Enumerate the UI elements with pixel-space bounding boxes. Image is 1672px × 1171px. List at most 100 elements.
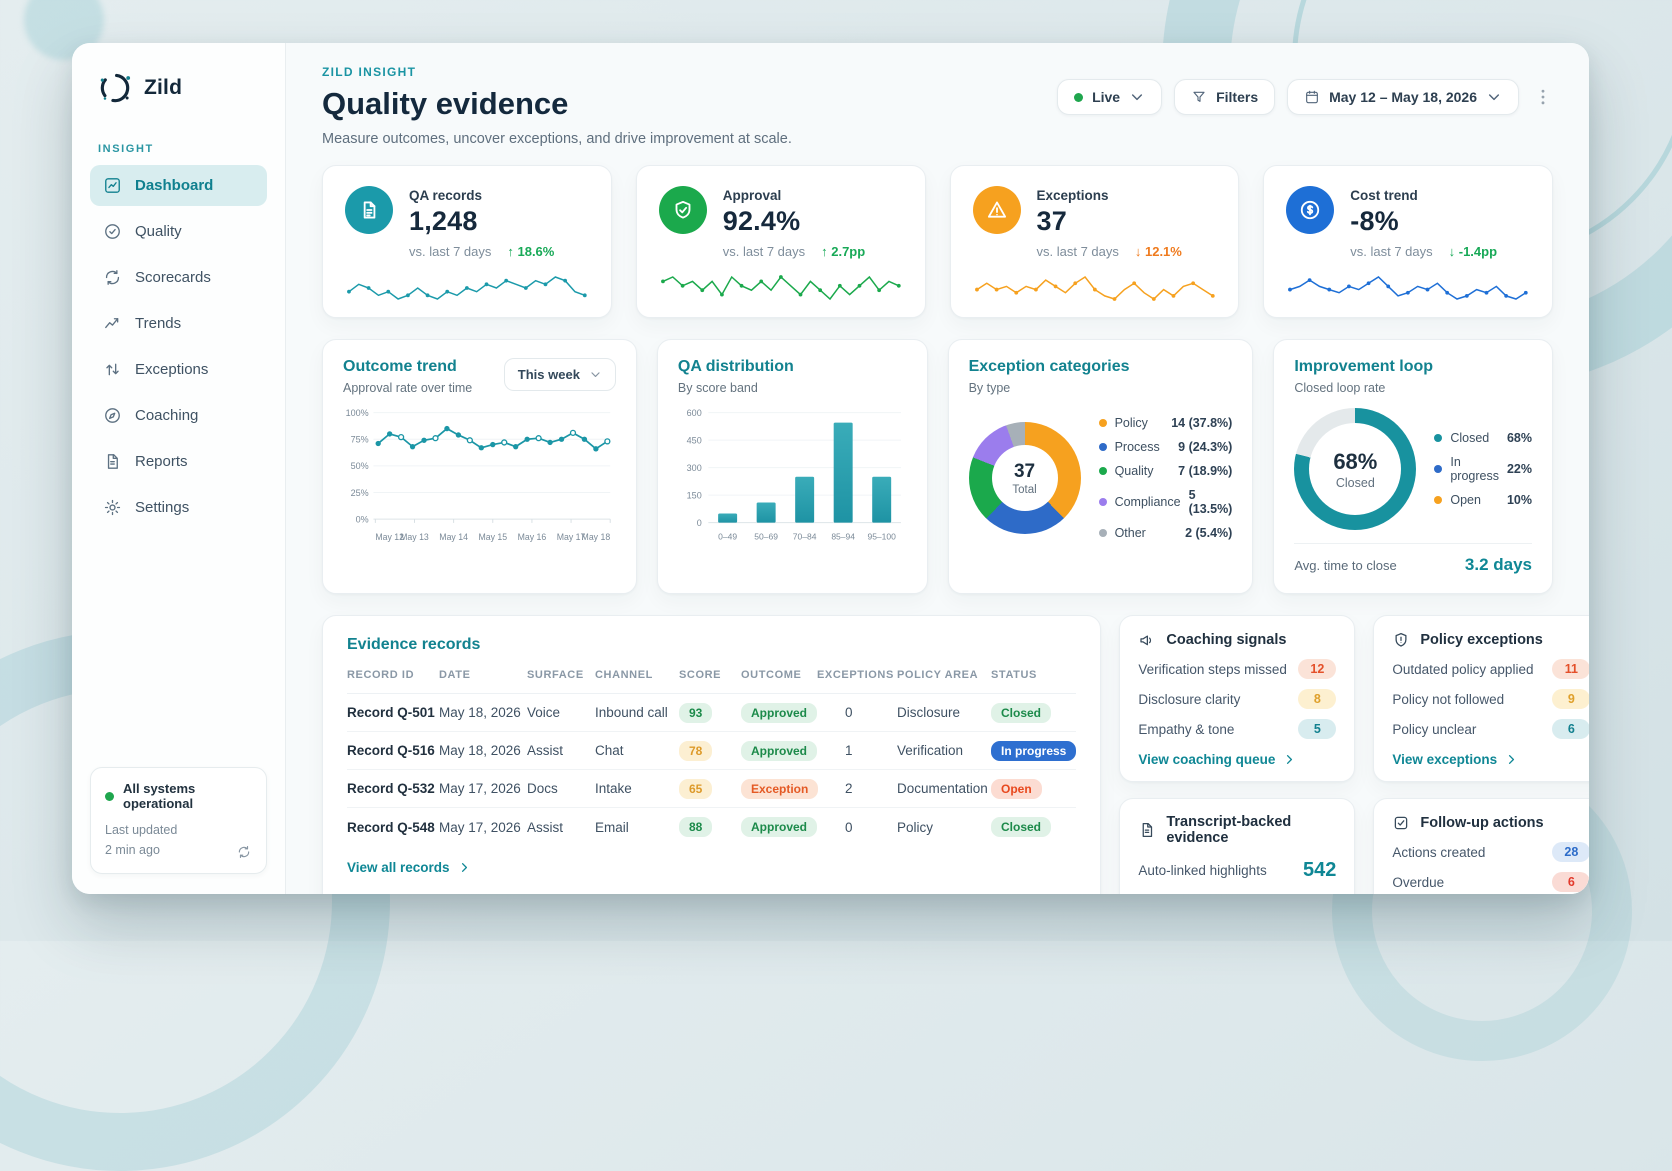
kpi-card-exceptions: Exceptions 37 vs. last 7 days ↓ 12.1% <box>949 165 1240 318</box>
svg-text:300: 300 <box>687 463 702 473</box>
outcome-cell: Approved <box>741 740 818 761</box>
legend-dot <box>1098 467 1107 475</box>
outcome-pill: Exception <box>741 778 819 799</box>
status-cell: Closed <box>991 702 1076 723</box>
sidebar-item-settings[interactable]: Settings <box>90 487 267 528</box>
svg-text:50–69: 50–69 <box>754 532 778 542</box>
table-row: Record Q-548 May 17, 2026 Assist Email 88 App… <box>347 808 1076 846</box>
sidebar-item-dashboard[interactable]: Dashboard <box>90 165 267 206</box>
sidebar-item-scorecards[interactable]: Scorecards <box>90 257 267 298</box>
legend-value: 7 (18.9%) <box>1178 464 1233 478</box>
column-header-exceptions: EXCEPTIONS <box>817 669 894 681</box>
file-text-icon <box>1138 821 1156 839</box>
kpi-label: Exceptions <box>1036 188 1109 203</box>
range-select-value: This week <box>517 367 580 382</box>
sidebar-item-coaching[interactable]: Coaching <box>90 395 267 436</box>
kpi-text: Cost trend -8% <box>1350 186 1418 237</box>
filters-button[interactable]: Filters <box>1174 79 1276 115</box>
legend-item-in-progress: In progress 22% <box>1434 450 1532 488</box>
status-cell: In progress <box>991 740 1077 761</box>
sidebar-item-label: Trends <box>135 315 182 332</box>
improvement-loop-subtitle: Closed loop rate <box>1294 381 1386 395</box>
svg-text:600: 600 <box>687 408 702 418</box>
dollar-icon <box>1286 186 1335 234</box>
svg-text:85–94: 85–94 <box>831 532 855 542</box>
view-coaching-queue-link[interactable]: View coaching queue <box>1138 752 1336 767</box>
page-title: Quality evidence <box>322 86 569 121</box>
legend-label: Compliance <box>1114 495 1181 509</box>
zild-logo-icon <box>96 69 134 107</box>
sidebar-item-trends[interactable]: Trends <box>90 303 267 344</box>
status-updated-label: Last updated <box>105 823 178 838</box>
live-toggle-button[interactable]: Live <box>1057 79 1163 115</box>
policy-area-cell: Verification <box>897 743 964 758</box>
view-exceptions-link[interactable]: View exceptions <box>1392 752 1589 767</box>
column-header-date: DATE <box>439 669 471 681</box>
column-header-channel: CHANNEL <box>595 669 653 681</box>
main-content: ZILD INSIGHT Quality evidence Measure ou… <box>286 43 1589 894</box>
evidence-table-body: Record Q-501 May 18, 2026 Voice Inbound cal… <box>347 694 1077 846</box>
legend-dot <box>1434 465 1443 473</box>
sidebar-item-label: Coaching <box>135 407 199 424</box>
legend-dot <box>1434 434 1443 442</box>
legend-value: 10% <box>1506 493 1532 507</box>
settings-icon <box>103 498 122 517</box>
qa-distribution-title: QA distribution <box>677 358 794 375</box>
sidebar-item-label: Scorecards <box>135 269 211 286</box>
svg-text:75%: 75% <box>351 435 369 445</box>
side-column-left: Coaching signals Verification steps misse… <box>1119 615 1356 894</box>
toolbar: Live Filters May 12 – May 18, 2026 <box>1057 79 1553 115</box>
kpi-sparkline <box>347 276 587 300</box>
range-select[interactable]: This week <box>503 358 616 391</box>
status-dot <box>105 791 114 801</box>
svg-text:0: 0 <box>697 518 702 528</box>
svg-text:May 16: May 16 <box>518 532 547 542</box>
date-range-button[interactable]: May 12 – May 18, 2026 <box>1287 79 1519 115</box>
policy-area-cell: Documentation <box>897 781 988 796</box>
policy-area-cell: Policy <box>897 819 934 835</box>
count-badge: 12 <box>1298 659 1337 679</box>
status-pill: Closed <box>991 817 1052 837</box>
column-header-record-id: RECORD ID <box>347 669 415 681</box>
sidebar-item-exceptions[interactable]: Exceptions <box>90 349 267 390</box>
kpi-compare: vs. last 7 days ↓ -1.4pp <box>1350 244 1530 259</box>
scorecards-icon <box>103 268 122 287</box>
kpi-top: QA records 1,248 <box>345 186 589 237</box>
side-item-label: Outdated policy applied <box>1392 661 1534 677</box>
kebab-menu-icon[interactable] <box>1533 86 1553 108</box>
exceptions-cell: 1 <box>845 743 853 758</box>
outcome-pill: Approved <box>741 817 818 837</box>
legend-value: 9 (24.3%) <box>1178 440 1233 454</box>
sidebar-nav: Dashboard Quality Scorecards Trends Exceptio… <box>90 165 267 528</box>
checkbox-icon <box>1392 814 1410 832</box>
kpi-top: Exceptions 37 <box>972 186 1217 237</box>
sidebar-section-label: INSIGHT <box>98 143 154 155</box>
donut-total-value: 37 <box>1013 460 1036 482</box>
side-item-label: Overdue <box>1392 874 1445 890</box>
sidebar-item-quality[interactable]: Quality <box>90 211 267 252</box>
kpi-sparkline <box>1288 276 1528 300</box>
kpi-sparkline <box>974 276 1215 301</box>
warning-icon <box>972 186 1021 234</box>
sidebar-item-reports[interactable]: Reports <box>90 441 267 482</box>
kpi-compare: vs. last 7 days ↓ 12.1% <box>1037 244 1217 259</box>
svg-text:95–100: 95–100 <box>867 532 896 542</box>
legend-item-process: Process 9 (24.3%) <box>1098 435 1233 459</box>
channel-cell: Inbound call <box>595 705 668 720</box>
exceptions-icon <box>103 360 122 379</box>
svg-text:May 14: May 14 <box>439 532 468 542</box>
coaching-signals-card: Coaching signals Verification steps misse… <box>1119 615 1356 782</box>
kpi-label: QA records <box>409 188 483 203</box>
svg-text:70–84: 70–84 <box>793 532 817 542</box>
improvement-loop-card: Improvement loop Closed loop rate 68% Cl… <box>1273 339 1553 594</box>
avg-time-value: 3.2 days <box>1464 555 1532 574</box>
refresh-icon[interactable] <box>236 844 252 860</box>
score-cell: 78 <box>679 740 741 761</box>
view-all-records-link[interactable]: View all records <box>347 860 1076 875</box>
kpi-compare: vs. last 7 days ↑ 18.6% <box>409 244 589 259</box>
kpi-card-cost-trend: Cost trend -8% vs. last 7 days ↓ -1.4pp <box>1263 165 1553 318</box>
side-card-link-label: View coaching queue <box>1138 752 1276 767</box>
record-id-cell: Record Q-532 <box>347 781 435 796</box>
status-cell: Open <box>991 778 1076 799</box>
ring-center-label: Closed <box>1335 475 1375 490</box>
